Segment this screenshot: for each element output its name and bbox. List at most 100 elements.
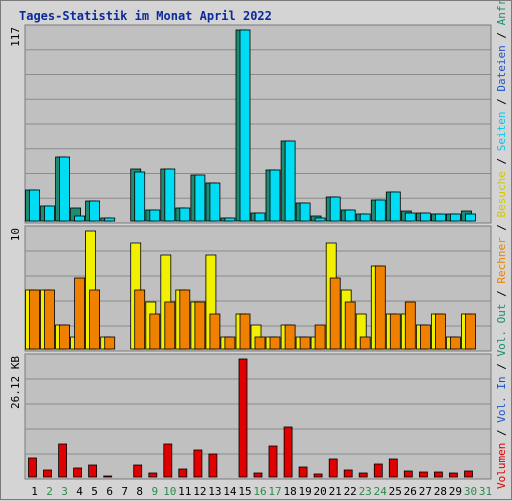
x-tick-label: 27 — [419, 485, 432, 498]
bar-rechner-day-1 — [29, 289, 40, 350]
x-tick-label: 20 — [313, 485, 326, 498]
x-tick-label: 28 — [434, 485, 447, 498]
bar-dateien-day-29 — [449, 213, 461, 222]
bar-volumen-day-17 — [268, 445, 278, 478]
x-tick-label: 4 — [76, 485, 83, 498]
x-tick-label: 18 — [283, 485, 296, 498]
bar-dateien-day-21 — [329, 196, 341, 222]
bar-volumen-day-8 — [133, 464, 143, 478]
bar-rechner-day-29 — [449, 336, 461, 350]
bar-dateien-day-15 — [239, 29, 251, 222]
bar-dateien-day-20 — [314, 217, 326, 222]
bar-volumen-day-18 — [283, 426, 293, 478]
bar-rechner-day-11 — [179, 289, 191, 350]
bar-dateien-day-22 — [344, 209, 356, 222]
bar-volumen-day-20 — [313, 473, 323, 478]
bar-volumen-day-24 — [373, 463, 383, 478]
bar-volumen-day-2 — [43, 469, 52, 478]
x-tick-label: 7 — [121, 485, 128, 498]
bar-dateien-day-19 — [299, 202, 311, 222]
bar-volumen-day-11 — [178, 468, 188, 478]
bar-dateien-day-13 — [209, 182, 221, 222]
bar-volumen-day-6 — [103, 475, 113, 478]
bar-dateien-day-8 — [134, 171, 146, 222]
bar-rechner-day-5 — [89, 289, 100, 350]
bar-dateien-day-27 — [419, 212, 431, 222]
legend-segment: Anfragen — [495, 1, 508, 25]
x-tick-label: 5 — [91, 485, 98, 498]
bar-dateien-day-26 — [404, 212, 416, 222]
x-tick-label: 29 — [449, 485, 462, 498]
bar-rechner-day-30 — [465, 313, 476, 350]
x-tick-label: 24 — [374, 485, 388, 498]
chart-title: Tages-Statistik im Monat April 2022 — [19, 9, 272, 23]
bar-dateien-day-28 — [434, 213, 446, 222]
x-tick-label: 10 — [163, 485, 176, 498]
x-tick-label: 31 — [479, 485, 492, 498]
bar-rechner-day-25 — [389, 313, 401, 350]
panel-visits: 10 — [9, 225, 492, 352]
legend-segment: Seiten — [495, 111, 508, 151]
x-tick-label: 22 — [344, 485, 357, 498]
bar-rechner-day-24 — [374, 265, 386, 350]
bar-dateien-day-25 — [389, 191, 401, 222]
x-tick-label: 3 — [61, 485, 68, 498]
bar-dateien-day-12 — [194, 174, 206, 222]
bar-volumen-day-25 — [388, 458, 398, 478]
x-axis-day-labels: 1 2 3 4 5 6 7 8 9 10 11 12 13 14 15 16 17 18 19 20 21 22 23 24 2… — [31, 485, 492, 498]
bar-dateien-day-24 — [374, 199, 386, 222]
y-max-label: 117 — [9, 27, 22, 47]
legend-segment: / — [495, 357, 508, 377]
bar-rechner-day-6 — [104, 336, 116, 350]
bar-dateien-day-5 — [89, 200, 100, 222]
bar-dateien-day-11 — [179, 207, 191, 222]
legend-segment: / — [495, 423, 508, 443]
bar-dateien-day-6 — [104, 217, 116, 222]
bar-dateien-day-10 — [164, 168, 176, 222]
bar-volumen-day-19 — [298, 466, 308, 478]
x-tick-label: 16 — [253, 485, 266, 498]
bar-dateien-day-18 — [284, 140, 296, 222]
chart-panels: 117 10 26.12 KB — [9, 24, 492, 480]
legend-segment: / — [495, 92, 508, 112]
y-max-label: 10 — [9, 228, 22, 241]
x-tick-label: 25 — [389, 485, 402, 498]
bar-volumen-day-4 — [73, 467, 82, 478]
bar-rechner-day-9 — [149, 313, 161, 350]
bar-dateien-day-30 — [465, 213, 476, 222]
bar-dateien-day-14 — [224, 217, 236, 222]
panel-background — [24, 353, 492, 480]
bar-rechner-day-15 — [239, 313, 251, 350]
bar-volumen-day-9 — [148, 472, 158, 478]
x-tick-label: 26 — [404, 485, 417, 498]
bar-volumen-day-28 — [433, 471, 443, 478]
bar-volumen-day-16 — [253, 472, 263, 478]
legend-segment: / — [495, 284, 508, 304]
right-legend-label: Volumen / Vol. In / Vol. Out / Rechner /… — [495, 1, 508, 489]
panel-requests: 117 — [9, 24, 492, 224]
legend-segment: / — [495, 151, 508, 171]
bar-rechner-day-13 — [209, 313, 221, 350]
x-tick-label: 13 — [208, 485, 221, 498]
x-tick-label: 30 — [464, 485, 477, 498]
legend-segment: / — [495, 25, 508, 45]
bar-rechner-day-19 — [299, 336, 311, 350]
bar-rechner-day-28 — [434, 313, 446, 350]
bar-rechner-day-12 — [194, 301, 206, 350]
bar-volumen-day-5 — [88, 464, 97, 478]
x-tick-label: 1 — [31, 485, 38, 498]
legend-segment: Dateien — [495, 45, 508, 91]
bar-volumen-day-10 — [163, 443, 173, 478]
x-tick-label: 15 — [238, 485, 251, 498]
bar-volumen-day-15 — [238, 358, 248, 478]
x-tick-label: 23 — [359, 485, 372, 498]
bar-rechner-day-20 — [314, 324, 326, 350]
x-tick-label: 9 — [151, 485, 158, 498]
bar-dateien-day-23 — [359, 213, 371, 222]
bar-volumen-day-23 — [358, 472, 368, 478]
bar-volumen-day-21 — [328, 458, 338, 478]
x-tick-label: 11 — [178, 485, 191, 498]
bar-volumen-day-3 — [58, 443, 67, 478]
legend-segment: Volumen — [495, 443, 508, 489]
